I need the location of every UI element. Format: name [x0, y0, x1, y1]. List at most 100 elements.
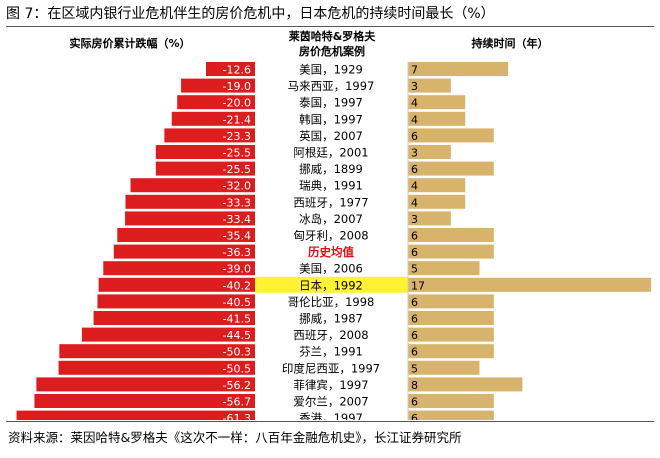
duration-bar — [408, 261, 480, 276]
duration-label: 4 — [411, 196, 418, 209]
decline-bar — [58, 360, 256, 375]
duration-label: 5 — [411, 362, 418, 375]
duration-bar — [408, 128, 494, 143]
duration-label: 6 — [411, 296, 418, 309]
decline-label: -33.3 — [223, 196, 251, 209]
decline-label: -33.4 — [223, 213, 251, 226]
category-label: 美国，2006 — [299, 262, 363, 276]
duration-bar — [408, 277, 652, 292]
decline-bar — [93, 311, 255, 325]
duration-label: 6 — [411, 412, 418, 420]
decline-label: -50.3 — [223, 346, 251, 359]
decline-label: -19.0 — [223, 80, 251, 93]
category-label: 匈牙利，2008 — [293, 229, 368, 243]
decline-bar — [36, 377, 255, 392]
category-label: 挪威，1987 — [299, 312, 363, 326]
duration-bar — [408, 294, 494, 309]
title-divider — [6, 26, 654, 27]
category-label: 挪威，1899 — [299, 162, 363, 176]
duration-label: 4 — [411, 113, 418, 126]
decline-label: -21.4 — [223, 113, 251, 126]
duration-bar — [408, 145, 451, 159]
duration-label: 4 — [411, 97, 418, 110]
duration-label: 6 — [411, 246, 418, 259]
category-label: 印度尼西亚，1997 — [282, 361, 380, 375]
decline-label: -39.0 — [223, 263, 251, 276]
decline-bar — [81, 327, 256, 342]
decline-bar — [125, 194, 255, 209]
duration-label: 3 — [411, 80, 418, 93]
duration-bar — [408, 327, 494, 342]
decline-label: -56.7 — [223, 396, 251, 409]
decline-label: -12.6 — [223, 64, 251, 77]
decline-bar — [125, 211, 255, 226]
duration-label: 5 — [411, 263, 418, 276]
duration-label: 6 — [411, 130, 418, 143]
decline-label: -50.5 — [223, 362, 251, 375]
category-label: 哥伦比亚，1998 — [288, 295, 375, 309]
duration-label: 6 — [411, 329, 418, 342]
duration-bar — [408, 377, 523, 392]
decline-label: -40.2 — [223, 279, 251, 292]
category-label: 芬兰，1991 — [299, 345, 363, 359]
decline-bar — [164, 128, 255, 143]
duration-bar — [408, 344, 494, 359]
decline-label: -44.5 — [223, 329, 251, 342]
category-label: 冰岛，2007 — [299, 212, 363, 226]
decline-bar — [155, 145, 255, 159]
decline-label: -61.3 — [223, 412, 251, 420]
decline-label: -40.5 — [223, 296, 251, 309]
duration-label: 6 — [411, 163, 418, 176]
decline-bar — [98, 277, 255, 292]
decline-label: -20.0 — [223, 97, 251, 110]
decline-bar — [34, 394, 256, 408]
duration-bar — [408, 111, 466, 126]
duration-label: 7 — [411, 64, 418, 77]
decline-label: -32.0 — [223, 180, 251, 193]
category-label: 菲律宾，1997 — [293, 378, 368, 392]
decline-bar — [97, 294, 255, 309]
duration-bar — [408, 211, 451, 226]
duration-label: 6 — [411, 230, 418, 243]
duration-bar — [408, 311, 494, 325]
duration-label: 6 — [411, 396, 418, 409]
duration-bar — [408, 78, 451, 93]
decline-bar — [205, 62, 255, 76]
decline-bar — [103, 261, 255, 276]
category-label: 西班牙，2008 — [293, 328, 368, 342]
category-label: 英国，2007 — [299, 129, 363, 143]
category-label: 爱尔兰，2007 — [293, 395, 368, 409]
category-label: 西班牙，1977 — [293, 195, 368, 209]
category-label: 韩国，1997 — [299, 112, 363, 126]
source-note: 资料来源：莱因哈特&罗格夫《这次不一样：八百年金融危机史》，长江证券研究所 — [8, 430, 462, 445]
source-divider — [6, 421, 654, 422]
decline-bar — [59, 344, 255, 359]
bar-chart: -12.6 美国，1929 7 -19.0 马来西亚，1997 3 -20.0 泰国，1997… — [16, 62, 652, 420]
duration-bar — [408, 244, 494, 259]
decline-label: -23.3 — [223, 130, 251, 143]
duration-bar — [408, 95, 466, 110]
category-label: 泰国，1997 — [299, 96, 363, 110]
left-column-header: 实际房价累计跌幅（%） — [69, 37, 191, 50]
center-column-header-line2: 房价危机案例 — [299, 45, 365, 58]
average-label: 历史均值 — [308, 245, 354, 259]
decline-label: -35.4 — [223, 230, 251, 243]
category-label: 香港，1997 — [299, 411, 363, 420]
duration-label: 6 — [411, 313, 418, 326]
category-label: 阿根廷，2001 — [293, 146, 368, 160]
duration-label: 3 — [411, 147, 418, 160]
chart-title: 图 7：在区域内银行业危机伴生的房价危机中，日本危机的持续时间最长（%） — [6, 6, 495, 22]
duration-label: 17 — [411, 279, 425, 292]
decline-bar — [155, 161, 255, 176]
duration-bar — [408, 394, 494, 408]
duration-bar — [408, 62, 509, 76]
highlight-band — [255, 276, 408, 293]
decline-label: -56.2 — [223, 379, 251, 392]
duration-bar — [408, 410, 494, 420]
duration-label: 3 — [411, 213, 418, 226]
decline-label: -36.3 — [223, 246, 251, 259]
category-label: 日本，1992 — [299, 278, 363, 292]
decline-bar — [130, 178, 255, 193]
right-column-header: 持续时间（年） — [471, 37, 549, 50]
decline-bar — [177, 95, 255, 110]
